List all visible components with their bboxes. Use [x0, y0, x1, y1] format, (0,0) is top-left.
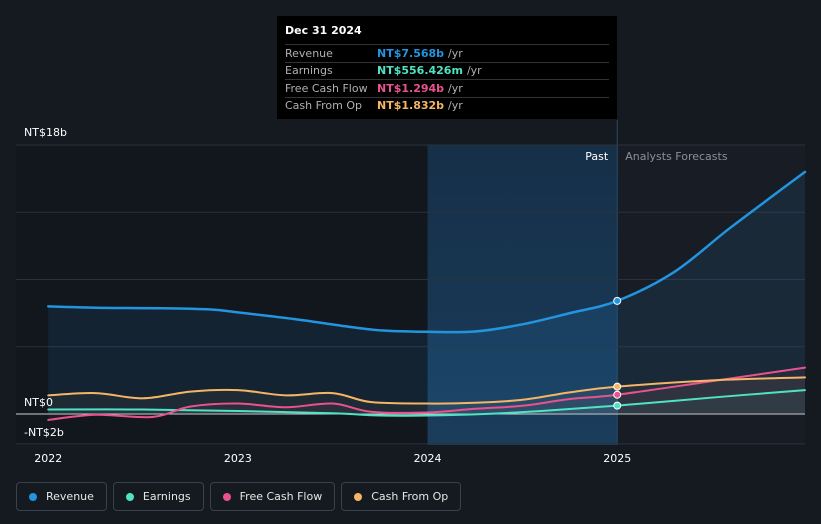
legend-dot-icon	[354, 492, 363, 501]
y-tick-label: NT$18b	[24, 126, 67, 139]
y-tick-label: NT$0	[24, 396, 53, 409]
grid-lines	[16, 144, 805, 445]
x-tick-label: 2023	[224, 452, 252, 465]
past-label: Past	[585, 150, 609, 163]
tooltip-unit: /yr	[448, 99, 463, 113]
tooltip-value: NT$7.568b	[377, 46, 445, 60]
legend-item-free-cash-flow[interactable]: Free Cash Flow	[209, 482, 336, 511]
y-axis-labels: NT$18b NT$0 -NT$2b	[24, 126, 67, 439]
forecast-label: Analysts Forecasts	[625, 150, 728, 163]
legend-dot-icon	[29, 492, 37, 501]
legend-dot-icon	[125, 492, 134, 501]
tooltip-row-cash-from-op: Cash From Op NT$1.832b /yr	[285, 96, 609, 115]
tooltip-date: Dec 31 2024	[285, 24, 362, 37]
tooltip-unit: /yr	[466, 64, 482, 78]
x-tick-label: 2025	[603, 452, 631, 465]
legend-item-cash-from-op[interactable]: Cash From Op	[341, 482, 462, 511]
tooltip-value: NT$1.832b	[377, 99, 445, 113]
legend-item-revenue[interactable]: Revenue	[16, 482, 107, 511]
tooltip-row-earnings: Earnings NT$556.426m /yr	[285, 61, 609, 80]
earnings-marker	[613, 401, 622, 410]
legend-label: Free Cash Flow	[239, 490, 323, 503]
revenue-marker	[613, 296, 622, 305]
x-tick-label: 2022	[34, 452, 62, 465]
legend-dot-icon	[222, 492, 231, 501]
tooltip-row-free-cash-flow: Free Cash Flow NT$1.294b /yr	[285, 79, 609, 97]
legend-label: Earnings	[142, 490, 191, 503]
tooltip-row-revenue: Revenue NT$7.568b /yr	[285, 44, 609, 62]
revenue-area	[48, 171, 805, 414]
tooltip-label: Earnings	[285, 64, 333, 78]
tooltip-value: NT$556.426m	[377, 64, 463, 78]
cash-from-op-marker	[613, 382, 622, 391]
earnings-line	[47, 389, 806, 417]
tooltip-label: Revenue	[285, 46, 333, 60]
legend: Revenue Earnings Free Cash Flow Cash Fro…	[16, 482, 462, 511]
tooltip-unit: /yr	[448, 81, 463, 95]
series-markers	[613, 296, 622, 410]
legend-label: Cash From Op	[371, 490, 449, 503]
free-cash-flow-marker	[613, 390, 622, 399]
highlight-band	[427, 145, 618, 445]
tooltip-label: Cash From Op	[285, 99, 363, 113]
tooltip: Dec 31 2024 Revenue NT$7.568b /yr Earnin…	[277, 16, 617, 119]
x-tick-label: 2024	[414, 452, 442, 465]
y-tick-label: -NT$2b	[24, 426, 64, 439]
tooltip-unit: /yr	[448, 46, 463, 60]
legend-label: Revenue	[46, 490, 94, 503]
tooltip-label: Free Cash Flow	[285, 81, 368, 95]
revenue-line	[46, 170, 807, 334]
tooltip-value: NT$1.294b	[377, 81, 445, 95]
legend-item-earnings[interactable]: Earnings	[112, 482, 204, 511]
x-axis-labels: 2022 2023 2024 2025	[34, 452, 631, 465]
